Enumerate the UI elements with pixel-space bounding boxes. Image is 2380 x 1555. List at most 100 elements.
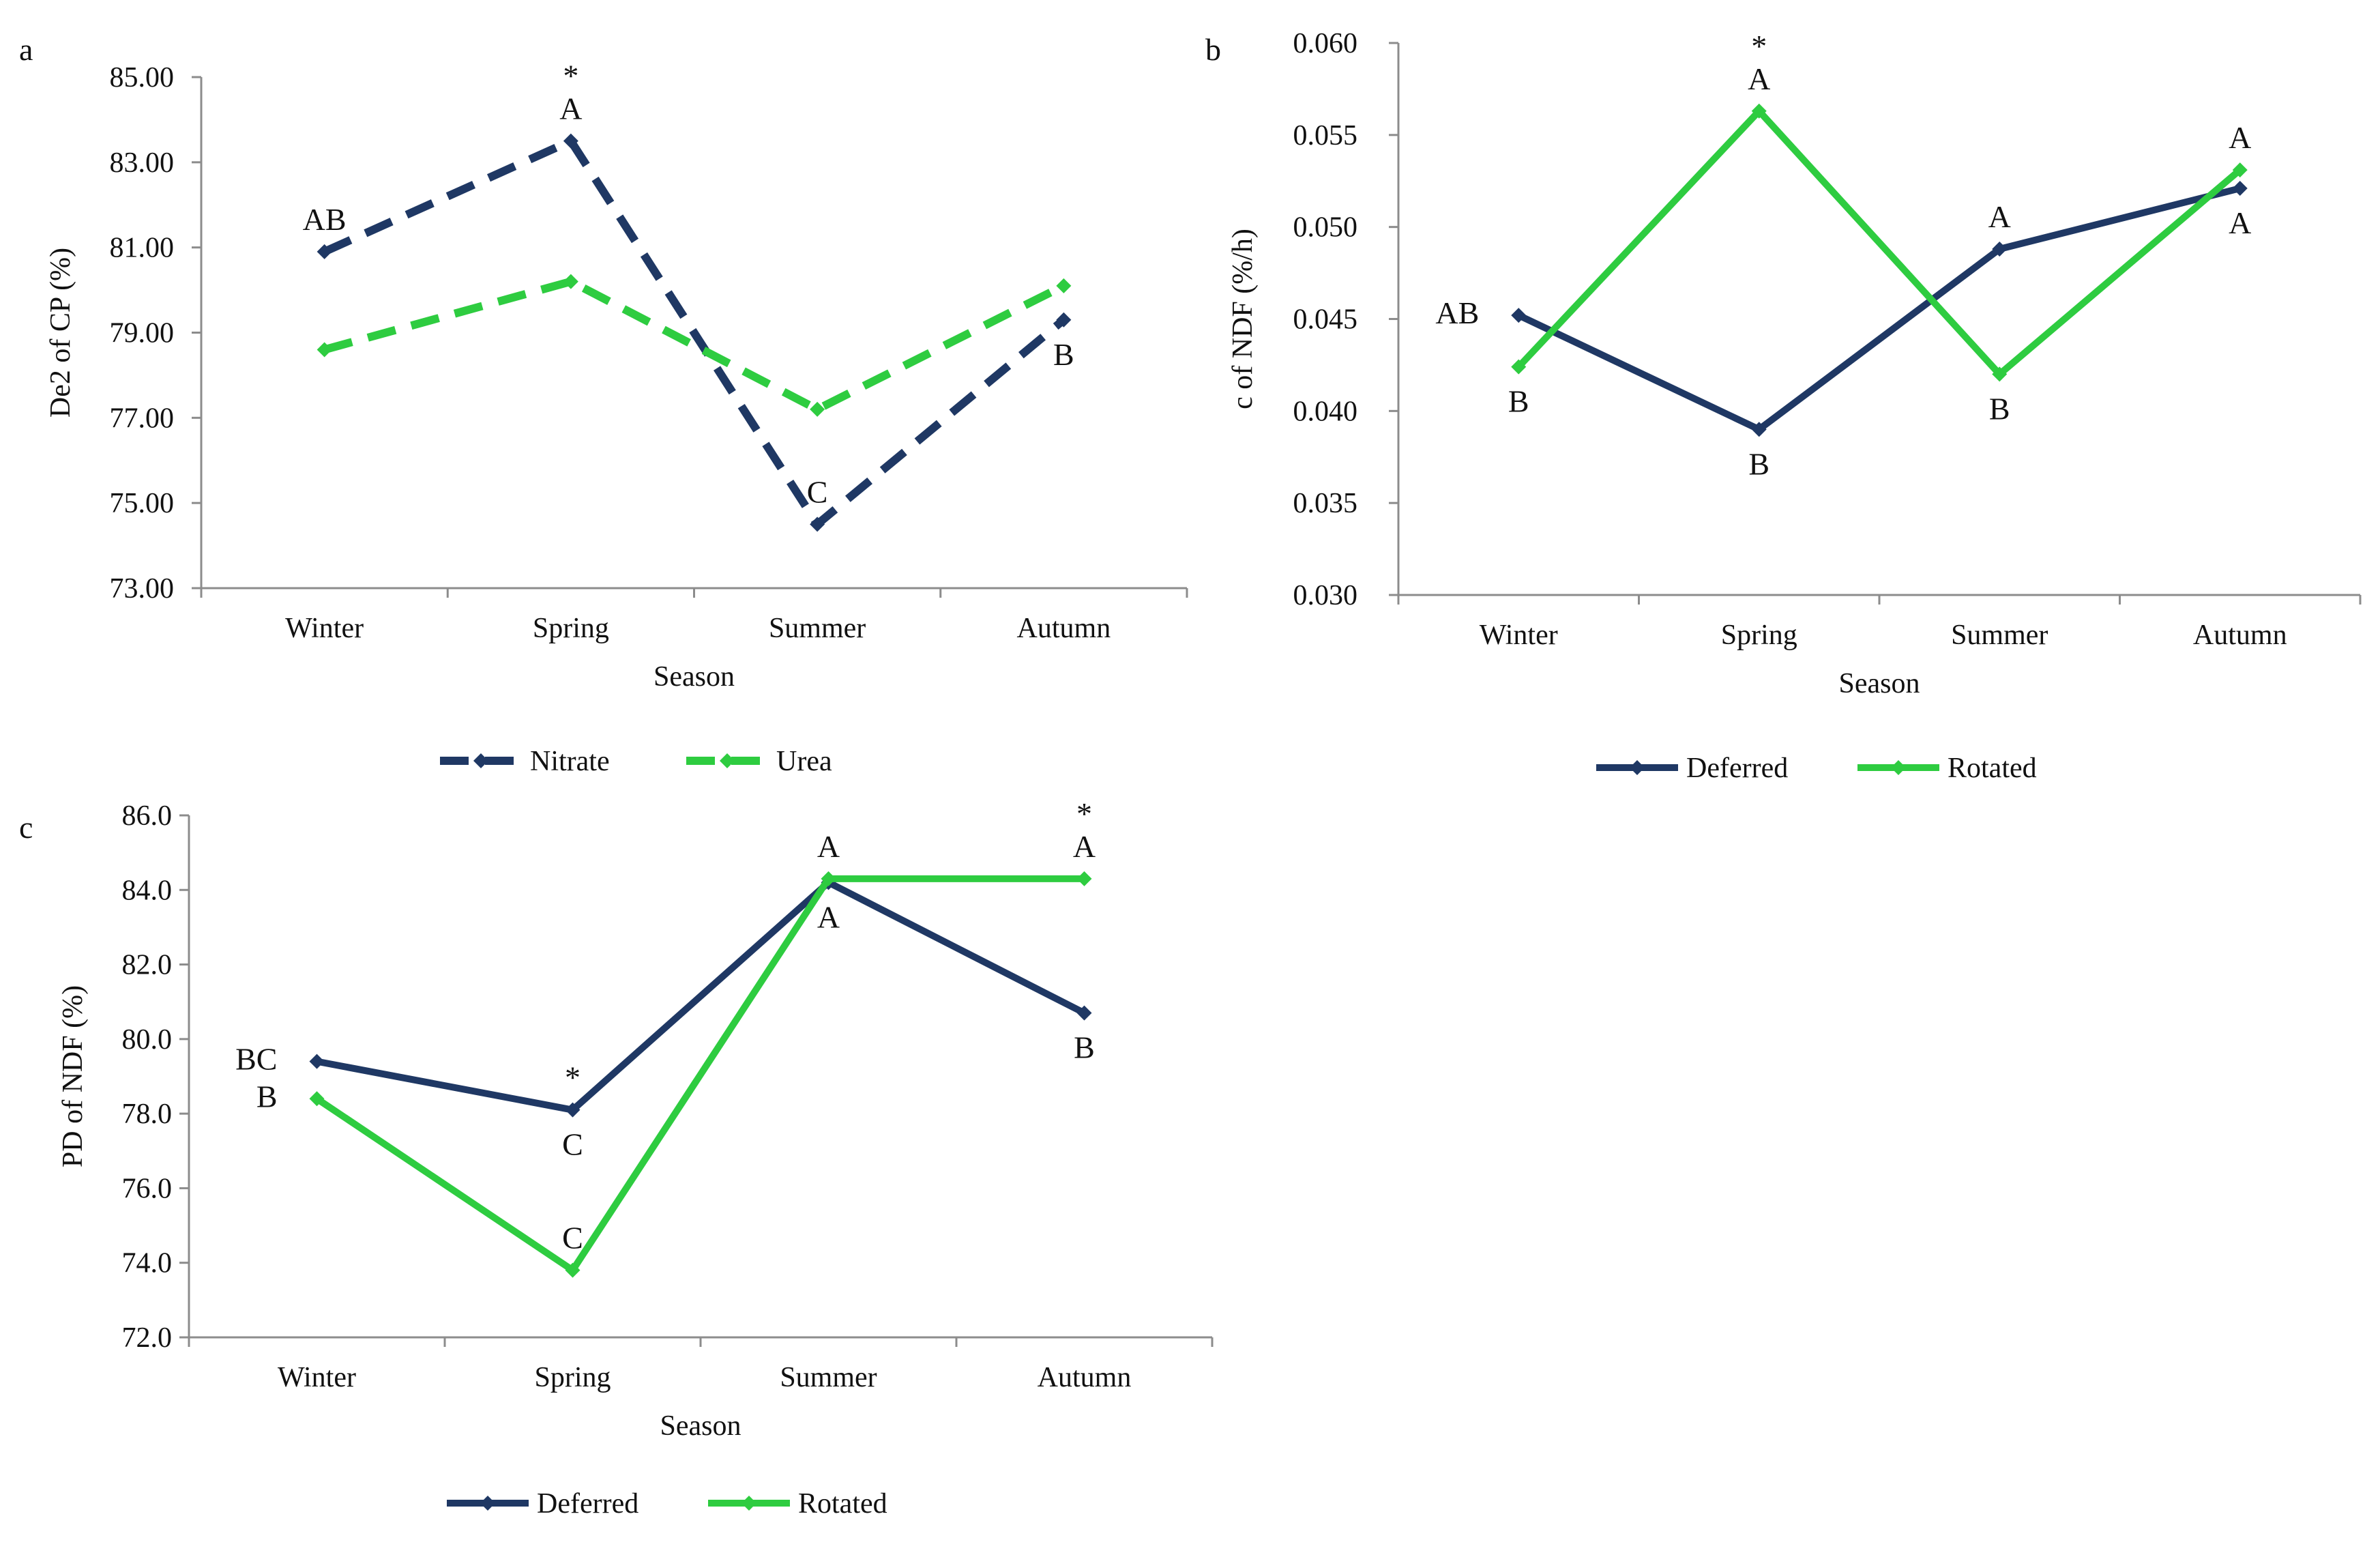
panel-label: c [19,810,33,845]
legend-marker-deferred [1630,760,1645,775]
series-line-deferred [316,879,1086,1114]
data-label: C [807,474,828,509]
data-point-urea [317,342,332,358]
y-axis-title: De2 of CP (%) [45,248,76,418]
data-label: A [817,829,840,864]
data-point-rotated [821,871,836,886]
series-line-rotated [314,875,1085,1274]
y-axis-title: PD of NDF (%) [57,985,89,1167]
data-label: A [817,899,840,934]
data-label: C [562,1221,583,1255]
legend-label: Deferred [537,1488,638,1520]
legend-marker-urea [720,753,735,768]
data-label: B [1989,391,2010,426]
legend-label: Deferred [1686,753,1788,784]
data-label: * [563,59,578,93]
data-point-urea [1056,278,1072,293]
y-tick-label: 75.00 [110,488,175,519]
data-label: B [1748,446,1769,481]
y-axis-title: c of NDF (%/h) [1227,229,1259,409]
data-label: * [1076,796,1092,831]
x-tick-label: Summer [780,1362,877,1393]
y-tick-label: 73.00 [110,573,175,605]
x-tick-label: Summer [769,613,866,644]
x-tick-label: Summer [1951,620,2048,651]
legend-marker-rotated [1891,760,1906,775]
legend-marker-nitrate [473,753,488,768]
data-point-deferred [565,1102,581,1118]
data-label: A [2229,120,2251,155]
legend-marker-rotated [741,1496,756,1511]
data-label: * [565,1060,581,1095]
data-point-deferred [2232,181,2248,197]
x-tick-label: Autumn [1017,613,1111,644]
y-tick-label: 79.00 [110,318,175,349]
panel-label: b [1205,32,1221,67]
series-line-rotated [1516,107,2242,378]
data-point-deferred [1992,242,2008,257]
panel-a: a 73.00 75.00 77.00 79.00 81.00 83.00 85.00 Wint… [19,32,1188,777]
data-point-rotated [1076,871,1092,886]
y-tick-label: 0.050 [1293,212,1358,244]
panel-c: c 72.0 74.0 76.0 78.0 80.0 82.0 84.0 86.0 Winter S… [19,796,1214,1520]
panel-b: b 0.030 0.035 0.040 0.045 0.050 0.055 0.060 Wint… [1205,28,2362,784]
y-tick-label: 80.0 [122,1024,173,1056]
series-line-nitrate [323,136,1067,529]
y-tick-label: 82.0 [122,950,173,981]
data-point-urea [810,401,825,417]
data-point-rotated [565,1262,581,1278]
y-tick-label: 74.0 [122,1248,173,1279]
data-point-nitrate [810,517,825,532]
data-point-urea [563,274,578,289]
y-tick-label: 0.055 [1293,120,1358,151]
x-tick-label: Winter [1480,620,1558,651]
data-label: B [1053,337,1074,372]
data-point-nitrate [563,133,578,149]
legend-marker-deferred [480,1496,495,1511]
y-tick-label: 0.045 [1293,304,1358,336]
x-axis-title: Season [660,1410,741,1442]
data-label: BC [235,1042,277,1077]
data-label: A [1073,829,1096,864]
legend-label: Rotated [798,1488,887,1520]
data-label: A [1748,61,1770,96]
y-tick-label: 76.0 [122,1173,173,1204]
data-point-deferred [1751,422,1767,437]
x-tick-label: Spring [533,613,609,644]
data-label: B [256,1079,278,1114]
data-label: AB [303,202,347,237]
data-point-deferred [309,1053,325,1069]
data-label: A [559,91,582,126]
y-tick-label: 81.00 [110,233,175,264]
y-tick-label: 84.0 [122,875,173,906]
data-label: B [1074,1030,1095,1065]
x-tick-label: Spring [1721,620,1797,651]
data-label: C [562,1127,583,1162]
y-tick-label: 83.00 [110,147,175,179]
y-tick-label: 0.040 [1293,396,1358,427]
x-axis-title: Season [653,661,735,693]
data-point-deferred [1076,1005,1092,1021]
x-tick-label: Spring [534,1362,611,1393]
data-point-nitrate [317,244,332,259]
series-line-deferred [1517,185,2241,433]
data-label: B [1508,384,1529,419]
y-tick-label: 0.060 [1293,28,1358,59]
x-tick-label: Autumn [2193,620,2287,651]
y-tick-label: 78.0 [122,1099,173,1130]
data-point-rotated [2232,162,2248,178]
x-tick-label: Winter [285,613,364,644]
data-point-deferred [1511,308,1527,323]
legend-label: Nitrate [530,746,610,777]
legend-label: Urea [776,746,832,777]
data-label: A [2229,205,2251,240]
data-label: * [1751,29,1767,63]
x-tick-label: Winter [278,1362,356,1393]
data-point-nitrate [1056,312,1072,328]
y-tick-label: 0.030 [1293,580,1358,611]
data-label: A [1988,199,2011,234]
data-point-rotated [1992,366,2008,382]
x-tick-label: Autumn [1038,1362,1132,1393]
legend-label: Rotated [1948,753,2037,784]
data-point-rotated [309,1091,325,1107]
